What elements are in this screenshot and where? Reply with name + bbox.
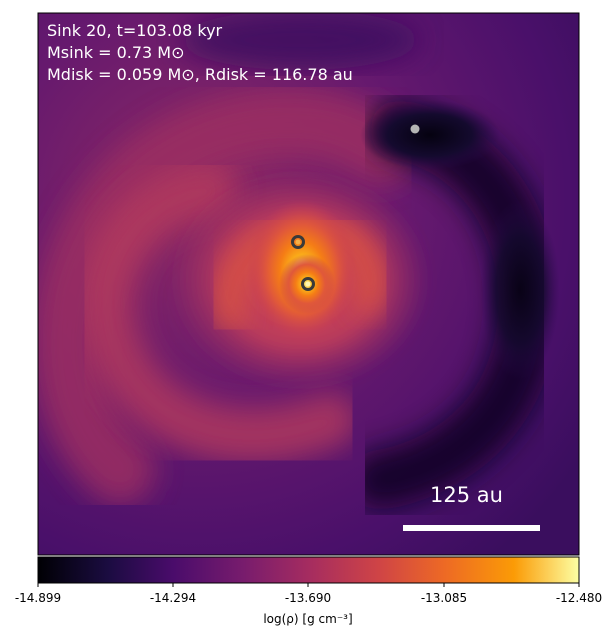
sink-ring-upper <box>291 235 305 249</box>
colorbar-tick-label: -12.480 <box>555 591 603 605</box>
sink-dot <box>410 124 420 134</box>
sink-mass: Msink = 0.73 M⊙ <box>47 43 185 62</box>
disk-properties: Mdisk = 0.059 M⊙, Rdisk = 116.78 au <box>47 65 353 84</box>
sink-ring-lower <box>301 277 315 291</box>
colorbar-label: log(ρ) [g cm⁻³] <box>263 612 353 626</box>
scale-bar-label: 125 au <box>430 483 503 507</box>
colorbar <box>37 556 580 584</box>
colorbar-tick-label: -14.899 <box>14 591 62 605</box>
density-map <box>38 13 579 555</box>
colorbar-tick-label: -13.085 <box>420 591 468 605</box>
sink-title: Sink 20, t=103.08 kyr <box>47 21 223 40</box>
panel-frame <box>37 12 580 556</box>
scale-bar <box>403 525 540 531</box>
colorbar-ticks <box>37 583 580 587</box>
colorbar-tick-label: -14.294 <box>149 591 197 605</box>
colorbar-tick-label: -13.690 <box>284 591 332 605</box>
